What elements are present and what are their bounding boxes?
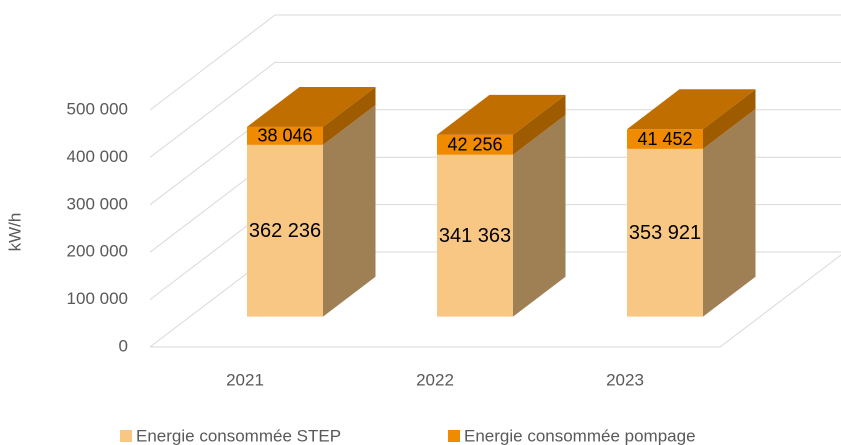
bar-front bbox=[437, 154, 513, 317]
value-label: 41 452 bbox=[637, 129, 692, 149]
bar-top bbox=[627, 89, 756, 130]
y-tick-label: 0 bbox=[119, 336, 128, 355]
legend-swatch bbox=[448, 430, 460, 442]
bar-top bbox=[437, 94, 566, 135]
bar-side bbox=[513, 94, 566, 155]
x-tick-label: 2023 bbox=[606, 370, 644, 389]
y-axis-label: kW/h bbox=[5, 213, 24, 252]
bar-front bbox=[247, 144, 323, 317]
x-tick-label: 2021 bbox=[226, 370, 264, 389]
y-tick-label: 300 000 bbox=[67, 194, 128, 213]
value-label: 353 921 bbox=[629, 222, 701, 244]
bar-side bbox=[703, 89, 756, 149]
y-tick-label: 200 000 bbox=[67, 242, 128, 261]
x-tick-label: 2022 bbox=[416, 370, 454, 389]
value-label: 42 256 bbox=[447, 135, 502, 155]
bar-front bbox=[247, 126, 323, 145]
y-tick-label: 100 000 bbox=[67, 289, 128, 308]
grid-line bbox=[149, 61, 841, 158]
bar-front bbox=[627, 129, 703, 149]
grid-line bbox=[149, 14, 841, 111]
y-tick-label: 400 000 bbox=[67, 147, 128, 166]
bar-front bbox=[627, 148, 703, 317]
bar-side bbox=[323, 105, 376, 317]
value-label: 341 363 bbox=[439, 225, 511, 247]
y-tick-label: 500 000 bbox=[67, 99, 128, 118]
bar-side bbox=[703, 108, 756, 317]
legend-label: Energie consommée STEP bbox=[136, 426, 341, 445]
bar-side bbox=[323, 86, 376, 145]
legend-label: Energie consommée pompage bbox=[464, 426, 696, 445]
floor-edge bbox=[150, 254, 841, 348]
legend-swatch bbox=[120, 430, 132, 442]
value-label: 38 046 bbox=[257, 126, 312, 146]
bar-top bbox=[247, 86, 376, 127]
value-label: 362 236 bbox=[249, 220, 321, 242]
bar-front bbox=[437, 134, 513, 155]
bar-side bbox=[513, 114, 566, 317]
